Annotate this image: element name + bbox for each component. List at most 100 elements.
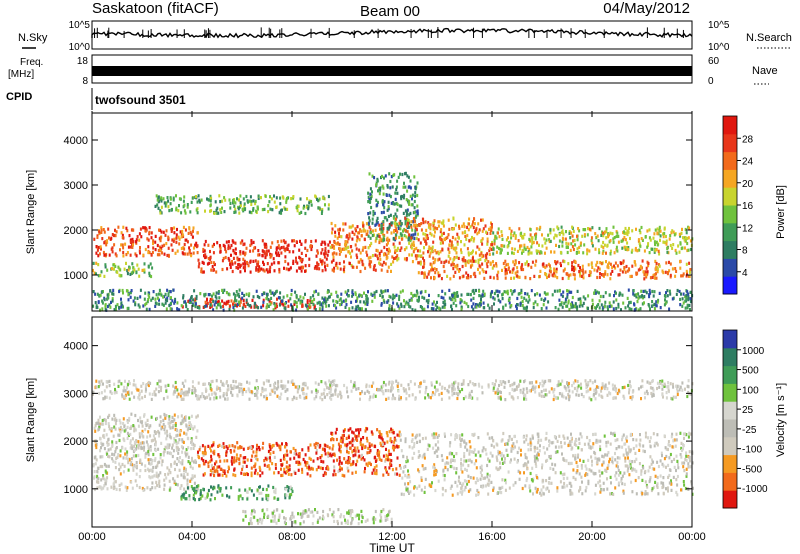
range-gate-cell [537,458,539,462]
range-gate-cell [534,462,537,466]
range-gate-cell [299,258,302,262]
range-gate-cell [146,423,149,427]
range-gate-cell [258,445,260,450]
range-gate-cell [298,452,301,456]
range-gate-cell [333,465,336,469]
range-gate-cell [100,487,103,491]
range-gate-cell [287,468,290,472]
range-gate-cell [241,239,244,243]
range-gate-cell [306,307,309,311]
range-gate-cell [155,431,158,435]
range-gate-cell [545,431,548,435]
range-gate-cell [138,485,141,490]
range-gate-cell [261,293,264,297]
range-gate-cell [459,298,462,302]
range-gate-cell [565,304,568,308]
range-gate-cell [621,482,624,486]
range-gate-cell [617,234,620,238]
range-gate-cell [525,478,528,483]
range-gate-cell [680,292,682,296]
range-gate-cell [365,232,368,236]
range-gate-cell [669,273,672,277]
range-gate-cell [133,268,136,272]
range-gate-cell [212,487,214,491]
range-gate-cell [540,251,543,255]
range-gate-cell [367,290,369,294]
range-gate-cell [584,270,587,274]
colorbar-segment [723,240,737,259]
range-gate-cell [387,449,390,453]
range-gate-cell [664,241,667,245]
range-gate-cell [488,227,490,231]
range-gate-cell [582,272,585,276]
range-gate-cell [435,308,438,312]
range-gate-cell [536,241,539,245]
range-gate-cell [335,437,338,442]
range-gate-cell [256,488,259,492]
range-gate-cell [193,443,196,448]
range-gate-cell [256,458,259,462]
range-gate-cell [567,461,570,466]
range-gate-cell [197,194,200,198]
range-gate-cell [353,232,356,236]
range-gate-cell [167,205,170,209]
range-gate-cell [294,471,297,475]
range-gate-cell [171,415,174,419]
range-gate-cell [559,250,562,255]
range-gate-cell [196,251,199,255]
nsky-trace [91,27,693,39]
range-gate-cell [226,459,229,463]
range-gate-cell [591,265,594,269]
range-gate-cell [349,440,352,444]
range-gate-cell [144,291,147,295]
range-gate-cell [239,203,242,208]
range-gate-cell [493,291,496,296]
range-gate-cell [358,293,361,297]
range-gate-cell [557,227,560,231]
range-gate-cell [380,433,383,437]
range-gate-cell [108,236,110,240]
range-gate-cell [106,239,108,243]
range-gate-cell [387,241,389,245]
range-gate-cell [234,293,237,297]
range-gate-cell [515,306,518,311]
range-gate-cell [621,474,624,478]
range-gate-cell [112,486,115,491]
range-gate-cell [120,482,123,486]
range-gate-cell [281,208,283,212]
range-gate-cell [237,263,240,267]
range-gate-cell [648,236,651,240]
range-gate-cell [657,492,660,496]
range-gate-cell [97,418,100,422]
range-gate-cell [537,435,540,439]
range-gate-cell [277,261,280,265]
range-gate-cell [654,303,657,307]
range-gate-cell [641,478,644,482]
range-gate-cell [336,295,339,299]
range-gate-cell [375,222,378,226]
range-gate-cell [465,271,468,275]
range-gate-cell [416,298,419,302]
range-gate-cell [245,292,248,296]
range-gate-cell [461,231,464,235]
range-gate-cell [249,445,252,450]
range-gate-cell [596,269,599,273]
range-gate-cell [461,224,464,228]
range-gate-cell [626,269,629,273]
range-gate-cell [393,440,396,444]
range-gate-cell [116,455,119,459]
range-gate-cell [172,198,175,202]
range-gate-cell [222,469,225,473]
range-gate-cell [598,299,601,303]
range-gate-cell [312,459,315,463]
range-gate-cell [115,440,118,445]
range-gate-cell [273,302,276,306]
range-gate-cell [577,263,580,268]
range-gate-cell [604,300,607,304]
range-gate-cell [238,198,241,202]
range-gate-cell [114,228,116,232]
range-gate-cell [146,435,149,439]
range-gate-cell [119,430,122,434]
range-gate-cell [162,453,165,457]
range-gate-cell [138,432,141,436]
